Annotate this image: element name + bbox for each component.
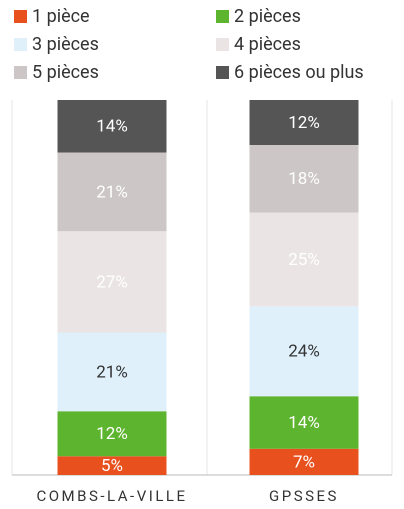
data-label: 5% bbox=[101, 456, 123, 476]
legend-label: 5 pièces bbox=[32, 62, 99, 83]
bar-segment bbox=[57, 456, 167, 475]
bar-segment bbox=[57, 332, 167, 412]
legend-swatch bbox=[14, 66, 27, 79]
legend-label: 6 pièces ou plus bbox=[234, 62, 364, 83]
data-label: 7% bbox=[293, 452, 315, 472]
data-label: 27% bbox=[96, 272, 128, 292]
legend-swatch bbox=[216, 10, 229, 23]
legend-swatch bbox=[216, 38, 229, 51]
bar-segment bbox=[249, 306, 359, 397]
bar-segment bbox=[57, 100, 167, 153]
data-label: 12% bbox=[96, 424, 128, 444]
data-label: 12% bbox=[288, 113, 320, 133]
bar-segment bbox=[57, 152, 167, 232]
bar-segment bbox=[249, 100, 359, 145]
data-label: 21% bbox=[96, 362, 128, 382]
legend-swatch bbox=[14, 10, 27, 23]
legend-label: 3 pièces bbox=[32, 34, 99, 55]
bar-segment bbox=[57, 411, 167, 457]
data-label: 14% bbox=[96, 117, 128, 137]
legend-swatch bbox=[14, 38, 27, 51]
data-label: 25% bbox=[288, 250, 320, 270]
bar-segment bbox=[249, 448, 359, 475]
bar-segment bbox=[249, 212, 359, 307]
data-label: 18% bbox=[288, 169, 320, 189]
data-label: 24% bbox=[288, 342, 320, 362]
data-label: 21% bbox=[96, 182, 128, 202]
x-tick-label: GPSSES bbox=[269, 487, 339, 505]
bar-segment bbox=[57, 231, 167, 333]
legend-label: 1 pièce bbox=[32, 6, 90, 27]
legend-label: 2 pièces bbox=[234, 6, 301, 27]
bar-segment bbox=[249, 396, 359, 449]
data-label: 14% bbox=[288, 413, 320, 433]
bar-segment bbox=[249, 145, 359, 213]
legend-label: 4 pièces bbox=[234, 34, 301, 55]
legend-swatch bbox=[216, 66, 229, 79]
x-tick-label: COMBS-LA-VILLE bbox=[36, 487, 187, 505]
